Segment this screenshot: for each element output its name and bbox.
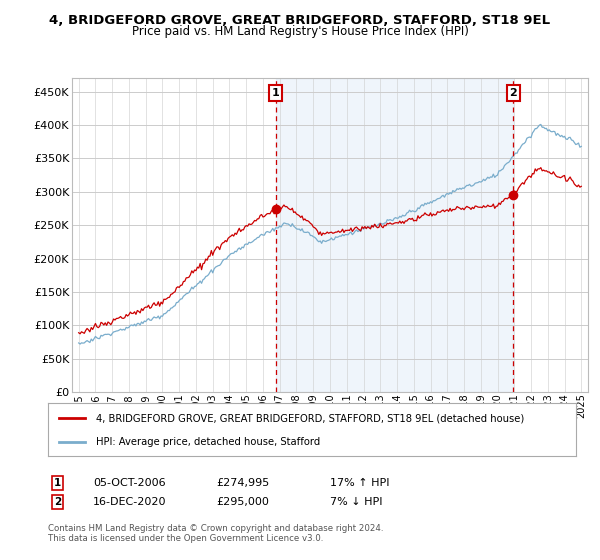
- Text: 4, BRIDGEFORD GROVE, GREAT BRIDGEFORD, STAFFORD, ST18 9EL: 4, BRIDGEFORD GROVE, GREAT BRIDGEFORD, S…: [49, 14, 551, 27]
- Text: 16-DEC-2020: 16-DEC-2020: [93, 497, 167, 507]
- Text: 7% ↓ HPI: 7% ↓ HPI: [330, 497, 383, 507]
- Bar: [275, 78, 514, 392]
- Text: £274,995: £274,995: [216, 478, 269, 488]
- Text: 4, BRIDGEFORD GROVE, GREAT BRIDGEFORD, STAFFORD, ST18 9EL (detached house): 4, BRIDGEFORD GROVE, GREAT BRIDGEFORD, S…: [95, 413, 524, 423]
- Text: Price paid vs. HM Land Registry's House Price Index (HPI): Price paid vs. HM Land Registry's House …: [131, 25, 469, 38]
- Text: 2: 2: [54, 497, 61, 507]
- Text: 05-OCT-2006: 05-OCT-2006: [93, 478, 166, 488]
- Text: HPI: Average price, detached house, Stafford: HPI: Average price, detached house, Staf…: [95, 436, 320, 446]
- Text: £295,000: £295,000: [216, 497, 269, 507]
- Text: Contains HM Land Registry data © Crown copyright and database right 2024.
This d: Contains HM Land Registry data © Crown c…: [48, 524, 383, 543]
- Text: 1: 1: [272, 88, 280, 98]
- Text: 2: 2: [509, 88, 517, 98]
- Text: 1: 1: [54, 478, 61, 488]
- Text: 17% ↑ HPI: 17% ↑ HPI: [330, 478, 389, 488]
